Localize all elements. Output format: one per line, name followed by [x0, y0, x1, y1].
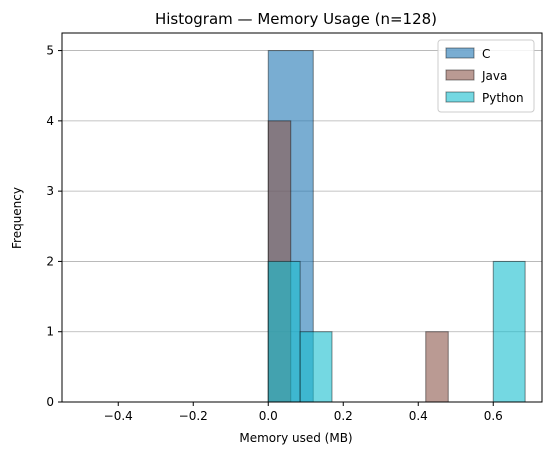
bar-python-3: [492, 260, 526, 403]
chart-title: Histogram — Memory Usage (n=128): [155, 10, 437, 28]
y-axis-label: Frequency: [10, 187, 24, 249]
y-tick-label-2: 2: [46, 254, 54, 268]
y-tick-label-1: 1: [46, 325, 54, 339]
y-tick-label-3: 3: [46, 184, 54, 198]
x-tick-label-0: −0.4: [104, 409, 133, 423]
y-tick-label-4: 4: [46, 114, 54, 128]
axis-ticks: −0.4 −0.2 0.0 0.2 0.4 0.6 0 1 2 3 4 5: [46, 44, 502, 423]
legend-swatch-c: [445, 47, 475, 59]
legend-swatch-python: [445, 91, 475, 103]
y-tick-label-5: 5: [46, 44, 54, 58]
legend-label-python: Python: [482, 91, 524, 105]
bar-python-1: [299, 331, 333, 403]
bars: [267, 50, 526, 403]
legend: C Java Python: [437, 39, 535, 113]
plot-area-frame: [61, 32, 543, 403]
x-tick-label-1: −0.2: [179, 409, 208, 423]
x-tick-label-2: 0.0: [259, 409, 278, 423]
x-tick-label-4: 0.4: [409, 409, 428, 423]
x-tick-label-5: 0.6: [484, 409, 503, 423]
legend-label-c: C: [482, 47, 490, 61]
y-tick-label-0: 0: [46, 395, 54, 409]
x-axis-label: Memory used (MB): [239, 431, 352, 445]
legend-swatch-java: [445, 69, 475, 81]
bar-java-2: [425, 331, 449, 403]
legend-label-java: Java: [481, 69, 507, 83]
x-tick-label-3: 0.2: [334, 409, 353, 423]
bar-python-0: [267, 260, 301, 403]
